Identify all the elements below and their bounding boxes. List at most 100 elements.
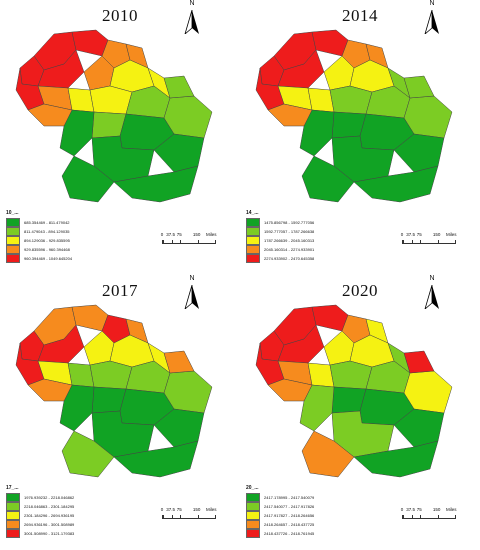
choropleth-map: [254, 301, 464, 481]
map-region: [89, 85, 133, 115]
scale-unit-label: Miles: [446, 507, 457, 512]
map-legend: 10_... 685.354469 - 811.479042 811.479043…: [6, 210, 156, 263]
legend-swatch: [246, 236, 260, 245]
map-region: [61, 155, 115, 203]
scale-tick-label: 150: [192, 507, 201, 512]
legend-label: 2417.178995 - 2417.540079: [264, 495, 315, 500]
legend-label: 685.354469 - 811.479042: [24, 220, 70, 225]
legend-item: 2218.046863 - 2301.184295: [6, 502, 156, 511]
legend-swatch: [246, 493, 260, 502]
map-legend: 20_... 2417.178995 - 2417.540079 2417.540…: [246, 485, 396, 538]
legend-swatch: [6, 245, 20, 254]
scale-tick-label: 0: [160, 232, 164, 237]
choropleth-map: [14, 301, 224, 481]
scale-unit-label: Miles: [206, 507, 217, 512]
legend-item: 894.129036 - 929.835595: [6, 236, 156, 245]
legend-item: 2694.936196 - 3001.508989: [6, 520, 156, 529]
scale-tick-label: 37.5: [166, 507, 176, 512]
scale-tick-label: 150: [432, 507, 441, 512]
legend-item: 1787.266639 - 2045.160313: [246, 236, 396, 245]
map-region: [71, 304, 109, 332]
scale-tick-label: 75: [176, 507, 182, 512]
map-legend: 17_... 1976.939232 - 2218.046862 2218.046…: [6, 485, 156, 538]
legend-item: 2045.160314 - 2274.933901: [246, 245, 396, 254]
legend-swatch: [246, 529, 260, 538]
legend-item: 2418.437726 - 2418.761945: [246, 529, 396, 538]
legend-swatch: [246, 245, 260, 254]
legend-item: 960.394469 - 1049.645204: [6, 254, 156, 263]
legend-label: 811.479043 - 894.129035: [24, 229, 70, 234]
scale-tick-label: 0: [160, 507, 164, 512]
panel-year-title: 2014: [342, 6, 378, 25]
scale-tick-label: 75: [176, 232, 182, 237]
legend-swatch: [6, 227, 20, 236]
legend-title: 20_...: [246, 485, 259, 491]
legend-swatch: [6, 511, 20, 520]
legend-label: 2418.264657 - 2418.437725: [264, 522, 315, 527]
legend-label: 1787.266639 - 2045.160313: [264, 238, 315, 243]
legend-swatch: [6, 218, 20, 227]
legend-label: 1592.777057 - 1787.266638: [264, 229, 315, 234]
legend-item: 1475.856798 - 1592.777056: [246, 218, 396, 227]
scale-bar: 0 37.5 75 150 Miles: [160, 507, 232, 527]
legend-swatch: [246, 254, 260, 263]
legend-label: 960.394469 - 1049.645204: [24, 256, 73, 261]
map-region: [353, 440, 439, 478]
scale-tick-label: 0: [400, 507, 404, 512]
scale-tick-label: 150: [192, 232, 201, 237]
legend-item: 685.354469 - 811.479042: [6, 218, 156, 227]
legend-title: 17_...: [6, 485, 19, 491]
map-panel-2020: 2020 N 20_... 2417.178995 - 2417.540079 2…: [240, 275, 480, 550]
legend-label: 2218.046863 - 2301.184295: [24, 504, 75, 509]
legend-label: 3001.508990 - 3121.179383: [24, 531, 75, 536]
legend-item: 2274.933902 - 2470.645358: [246, 254, 396, 263]
map-region: [353, 165, 439, 203]
map-region: [27, 378, 73, 402]
legend-item: 1592.777057 - 1787.266638: [246, 227, 396, 236]
legend-item: 2417.917827 - 2418.264656: [246, 511, 396, 520]
map-region: [403, 350, 435, 374]
scale-tick-label: 0: [400, 232, 404, 237]
legend-item: 811.479043 - 894.129035: [6, 227, 156, 236]
panel-year-title: 2010: [102, 6, 138, 25]
map-panel-2017: 2017 N 17_... 1976.939232 - 2218.046862 2…: [0, 275, 240, 550]
north-arrow-icon: N: [420, 275, 444, 311]
legend-swatch: [6, 236, 20, 245]
map-region: [267, 378, 313, 402]
map-panel-2014: 2014 N 14_... 1475.856798 - 1592.777056 1…: [240, 0, 480, 275]
legend-swatch: [6, 502, 20, 511]
legend-label: 1976.939232 - 2218.046862: [24, 495, 75, 500]
map-region: [403, 75, 435, 99]
choropleth-map: [14, 26, 224, 206]
map-region: [27, 103, 73, 127]
map-region: [163, 350, 195, 374]
legend-label: 894.129036 - 929.835595: [24, 238, 70, 243]
legend-label: 2417.917827 - 2418.264656: [264, 513, 315, 518]
legend-item: 3001.508990 - 3121.179383: [6, 529, 156, 538]
map-region: [113, 440, 199, 478]
legend-item: 929.835596 - 960.394468: [6, 245, 156, 254]
legend-swatch: [246, 218, 260, 227]
scale-bar: 0 37.5 75 150 Miles: [400, 232, 472, 252]
map-region: [311, 29, 349, 57]
legend-item: 2417.540077 - 2417.917826: [246, 502, 396, 511]
scale-tick-label: 37.5: [406, 507, 416, 512]
map-legend: 14_... 1475.856798 - 1592.777056 1592.777…: [246, 210, 396, 263]
map-region: [89, 360, 133, 390]
scale-tick-label: 37.5: [406, 232, 416, 237]
north-arrow-icon: N: [180, 0, 204, 36]
legend-item: 2417.178995 - 2417.540079: [246, 493, 396, 502]
map-region: [163, 75, 195, 99]
scale-tick-label: 150: [432, 232, 441, 237]
legend-label: 929.835596 - 960.394468: [24, 247, 70, 252]
legend-swatch: [246, 520, 260, 529]
north-label: N: [429, 275, 435, 282]
scale-bar: 0 37.5 75 150 Miles: [160, 232, 232, 252]
legend-title: 10_...: [6, 210, 19, 216]
map-region: [329, 360, 373, 390]
legend-swatch: [246, 227, 260, 236]
map-region: [301, 155, 355, 203]
legend-item: 2301.184296 - 2694.936195: [6, 511, 156, 520]
legend-swatch: [6, 529, 20, 538]
panel-year-title: 2017: [102, 281, 138, 300]
